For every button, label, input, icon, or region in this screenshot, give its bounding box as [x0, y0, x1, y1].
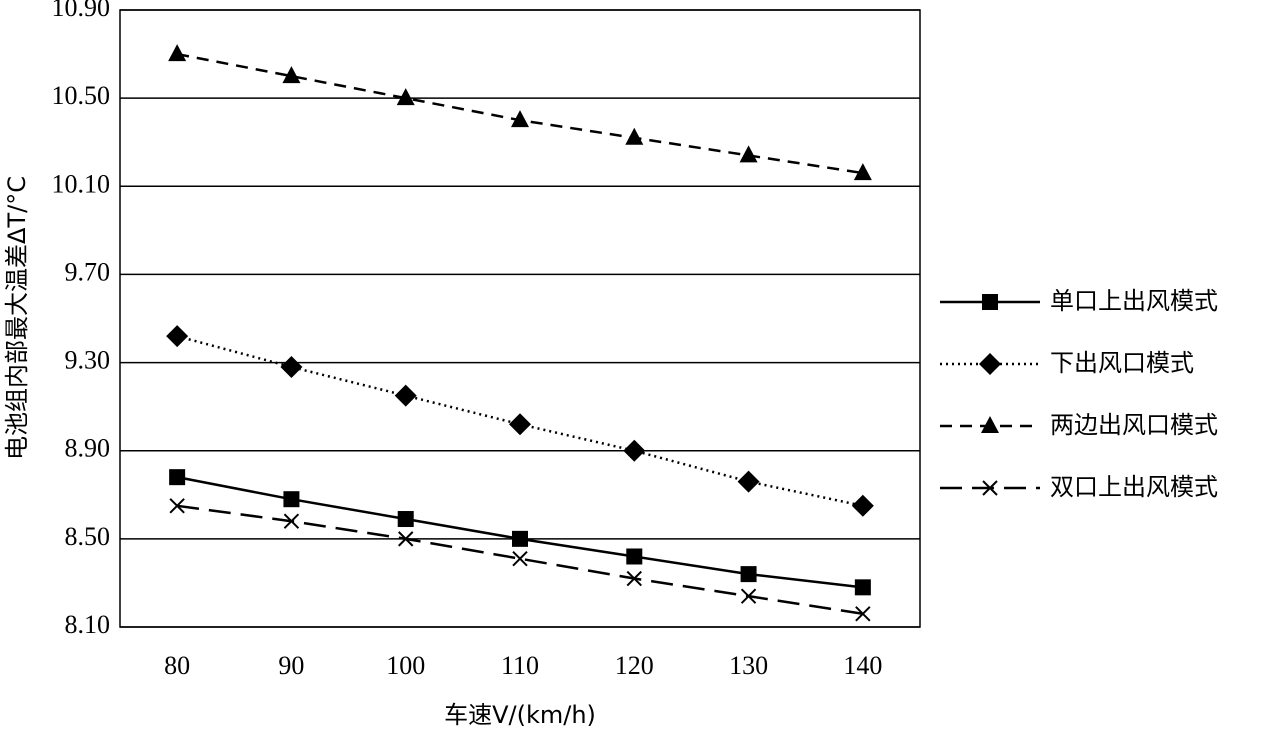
data-point [394, 384, 417, 407]
data-point [283, 491, 300, 508]
data-point [626, 548, 643, 565]
y-tick-label: 8.50 [65, 522, 111, 551]
x-tick-label: 80 [164, 651, 190, 680]
y-axis-label: 电池组内部最大温差ΔT/°C [3, 176, 31, 460]
data-point [512, 530, 528, 547]
legend-label: 双口上出风模式 [1050, 473, 1218, 501]
legend-marker [979, 353, 1001, 375]
data-point [509, 413, 531, 436]
data-point [283, 513, 300, 529]
x-tick-label: 140 [843, 651, 882, 680]
y-tick-label: 8.90 [65, 434, 111, 463]
data-point [166, 325, 189, 348]
data-point [623, 439, 646, 462]
x-tick-label: 100 [386, 651, 425, 680]
y-tick-label: 9.30 [65, 346, 111, 375]
legend-label: 两边出风口模式 [1050, 411, 1218, 439]
data-point [853, 163, 872, 181]
data-point [854, 579, 871, 596]
data-point [739, 145, 758, 163]
data-point [740, 588, 757, 604]
data-point [740, 566, 757, 583]
legend-label: 下出风口模式 [1050, 349, 1194, 377]
y-tick-label: 8.10 [65, 610, 111, 639]
data-point [855, 606, 871, 622]
x-tick-label: 110 [501, 651, 539, 680]
data-point [511, 110, 529, 128]
legend-marker [982, 480, 998, 496]
y-tick-label: 9.70 [65, 257, 111, 286]
data-point [625, 127, 644, 145]
x-axis-label: 车速V/(km/h) [444, 701, 596, 729]
data-point [396, 88, 415, 106]
data-point [512, 550, 528, 567]
x-tick-label: 130 [729, 651, 768, 680]
data-point [168, 44, 187, 62]
x-tick-label: 90 [278, 651, 304, 680]
y-tick-label: 10.90 [52, 0, 111, 22]
data-point [398, 531, 414, 547]
legend-label: 单口上出风模式 [1050, 287, 1218, 315]
data-point [737, 470, 760, 493]
data-point [397, 511, 414, 528]
x-tick-label: 120 [615, 651, 654, 680]
data-point [282, 66, 301, 84]
y-tick-label: 10.10 [52, 169, 111, 198]
data-point [169, 469, 186, 486]
data-point [626, 570, 642, 587]
y-tick-label: 10.50 [52, 81, 111, 110]
data-point [851, 494, 874, 517]
legend-marker [982, 294, 998, 310]
data-point [169, 498, 185, 514]
data-point [280, 355, 303, 378]
legend-marker [981, 416, 999, 433]
